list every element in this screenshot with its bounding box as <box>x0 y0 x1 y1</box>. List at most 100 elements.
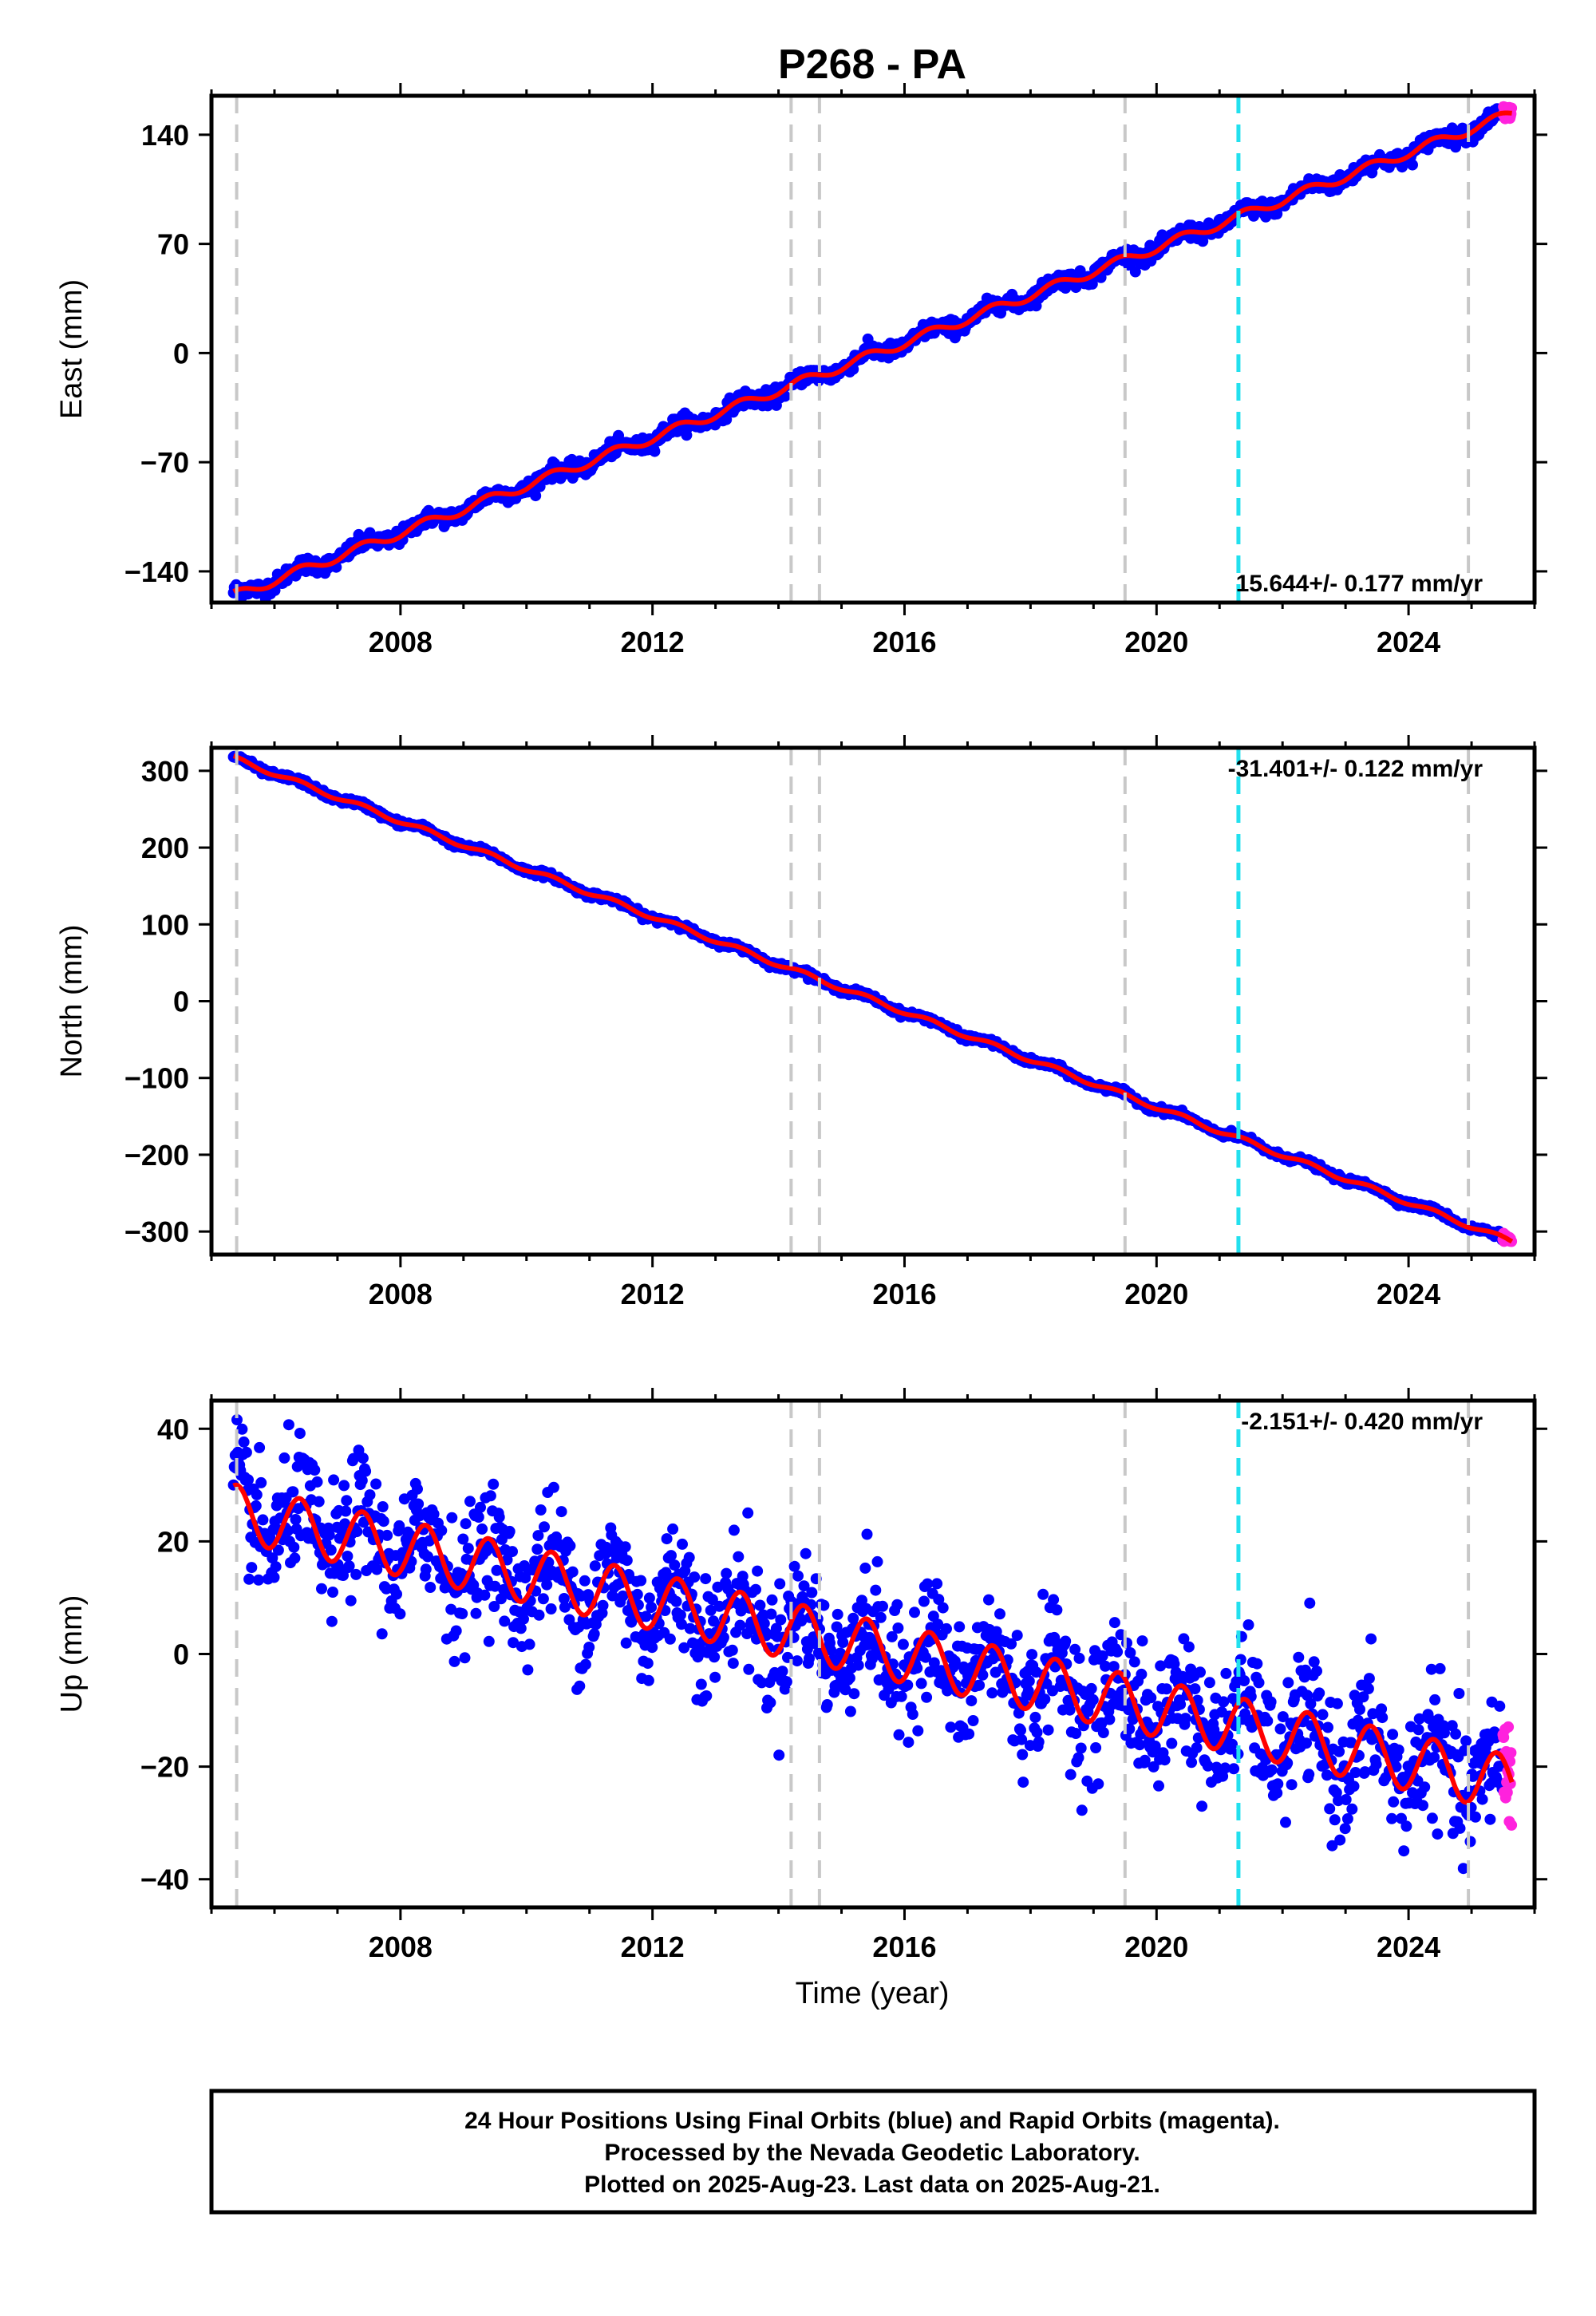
final-orbit-point <box>1166 1737 1178 1749</box>
final-orbit-point <box>774 1578 786 1590</box>
final-orbit-point <box>483 1635 495 1647</box>
final-orbit-point <box>1069 1643 1081 1655</box>
final-orbit-point <box>425 1582 437 1593</box>
final-orbit-point <box>1160 1683 1172 1695</box>
final-orbit-point <box>1329 1814 1341 1826</box>
final-orbit-point <box>495 1593 507 1605</box>
final-orbit-point <box>928 1657 940 1669</box>
final-orbit-point <box>1428 1752 1440 1763</box>
final-orbit-point <box>484 1490 496 1502</box>
final-orbit-point <box>1090 1742 1102 1753</box>
final-orbit-point <box>806 1587 818 1599</box>
final-orbit-point <box>323 1529 335 1541</box>
final-orbit-point <box>488 1601 500 1612</box>
final-orbit-point <box>507 1546 518 1558</box>
final-orbit-point <box>920 1651 931 1663</box>
final-orbit-point <box>1051 1604 1063 1616</box>
final-orbit-point <box>371 1563 383 1575</box>
final-orbit-point <box>907 1709 918 1720</box>
final-orbit-point <box>1341 1813 1353 1824</box>
final-orbit-point <box>892 1622 904 1634</box>
final-orbit-point <box>564 1539 576 1551</box>
final-orbit-point <box>522 1664 534 1676</box>
final-orbit-point <box>752 1565 764 1577</box>
final-orbit-point <box>877 1600 888 1612</box>
final-orbit-point <box>646 1602 658 1613</box>
final-orbit-point <box>253 1574 264 1586</box>
final-orbit-point <box>990 1626 1002 1638</box>
final-orbit-point <box>327 1587 338 1598</box>
final-orbit-point <box>954 1621 966 1633</box>
final-orbit-point <box>1357 1691 1369 1703</box>
x-tick-label: 2016 <box>872 626 936 658</box>
final-orbit-point <box>450 1625 462 1637</box>
final-orbit-point <box>243 1474 254 1486</box>
final-orbit-point <box>756 1677 768 1689</box>
final-orbit-point <box>1097 1727 1109 1738</box>
final-orbit-point <box>1155 1660 1167 1672</box>
final-orbit-point <box>350 1568 362 1580</box>
final-orbit-point <box>338 1570 349 1581</box>
x-tick-label: 2020 <box>1124 1278 1188 1310</box>
final-orbit-point <box>661 1533 673 1545</box>
final-orbit-point <box>839 1684 851 1696</box>
final-orbit-point <box>328 1474 340 1486</box>
final-orbit-point <box>678 1642 690 1654</box>
final-orbit-point <box>1359 1766 1371 1778</box>
final-orbit-point <box>847 1612 859 1624</box>
final-orbit-point <box>515 1622 527 1634</box>
final-orbit-point <box>1303 1769 1315 1780</box>
final-orbit-point <box>1037 1588 1049 1600</box>
final-orbit-point <box>801 1643 813 1655</box>
final-orbit-point <box>257 1514 269 1526</box>
final-orbit-point <box>1304 1597 1316 1609</box>
final-orbit-point <box>1377 1712 1389 1724</box>
final-orbit-point <box>518 1613 529 1625</box>
final-orbit-point <box>1334 1834 1346 1846</box>
final-orbit-point <box>476 1523 488 1535</box>
final-orbit-point <box>588 1628 600 1640</box>
final-orbit-point <box>1470 1811 1481 1823</box>
rapid-orbit-point <box>1501 1787 1513 1798</box>
final-orbit-point <box>267 1552 279 1564</box>
final-orbit-point <box>915 1678 927 1690</box>
final-orbit-point <box>1073 1652 1085 1664</box>
final-orbit-point <box>619 1541 631 1553</box>
final-orbit-point <box>326 1615 338 1627</box>
y-tick-label: −70 <box>140 446 189 479</box>
final-orbit-point <box>1484 1813 1496 1825</box>
final-orbit-point <box>255 1476 267 1488</box>
final-orbit-point <box>800 1547 812 1559</box>
final-orbit-point <box>1457 1863 1469 1875</box>
final-orbit-point <box>412 1483 423 1495</box>
final-orbit-point <box>1149 1740 1161 1752</box>
final-orbit-point <box>1179 1713 1191 1725</box>
final-orbit-point <box>1494 1700 1506 1712</box>
final-orbit-point <box>765 1608 777 1620</box>
final-orbit-point <box>689 1571 701 1583</box>
final-orbit-point <box>413 1498 425 1510</box>
final-orbit-point <box>345 1595 357 1607</box>
final-orbit-point <box>750 1583 761 1595</box>
final-orbit-point <box>537 1593 549 1605</box>
final-orbit-point <box>1175 1698 1187 1710</box>
final-orbit-point <box>1191 1742 1203 1753</box>
final-orbit-point <box>674 1609 686 1621</box>
final-orbit-point <box>848 1688 860 1700</box>
final-orbit-point <box>1104 1713 1116 1725</box>
final-orbit-point <box>804 1653 815 1665</box>
final-orbit-point <box>1432 1828 1444 1840</box>
final-orbit-point <box>1219 1762 1231 1774</box>
final-orbit-point <box>532 1530 544 1542</box>
final-orbit-point <box>597 1599 609 1611</box>
final-orbit-point <box>666 1550 677 1562</box>
final-orbit-point <box>1189 1683 1201 1695</box>
final-orbit-point <box>1398 1845 1410 1857</box>
x-tick-label: 2016 <box>872 1931 936 1963</box>
final-orbit-point <box>1065 1769 1077 1780</box>
final-orbit-point <box>701 1690 713 1701</box>
x-tick-label: 2016 <box>872 1278 936 1310</box>
final-orbit-point <box>1013 1707 1025 1719</box>
final-orbit-point <box>1454 1822 1466 1834</box>
final-orbit-point <box>1196 1800 1208 1812</box>
